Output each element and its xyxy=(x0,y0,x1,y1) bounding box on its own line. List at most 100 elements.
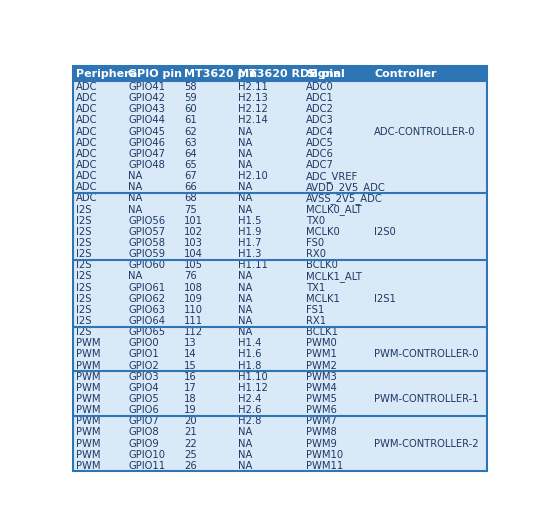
Text: GPIO7: GPIO7 xyxy=(128,417,159,426)
Text: BCLK1: BCLK1 xyxy=(306,327,338,337)
Text: NA: NA xyxy=(238,461,252,471)
Text: ADC: ADC xyxy=(76,182,98,193)
Text: TX1: TX1 xyxy=(306,282,325,293)
Text: ADC: ADC xyxy=(76,115,98,126)
Text: H2.14: H2.14 xyxy=(238,115,267,126)
Text: GPIO57: GPIO57 xyxy=(128,227,165,237)
Text: 103: 103 xyxy=(184,238,203,248)
Text: H1.6: H1.6 xyxy=(238,350,261,360)
Text: PWM: PWM xyxy=(76,461,101,471)
Text: ADC: ADC xyxy=(76,160,98,170)
Text: NA: NA xyxy=(238,450,252,460)
Text: NA: NA xyxy=(238,438,252,448)
Text: NA: NA xyxy=(128,171,142,181)
Text: 64: 64 xyxy=(184,149,197,159)
FancyBboxPatch shape xyxy=(73,81,487,471)
Text: NA: NA xyxy=(238,205,252,214)
Text: ADC: ADC xyxy=(76,149,98,159)
Text: PWM: PWM xyxy=(76,372,101,382)
Text: GPIO43: GPIO43 xyxy=(128,104,165,114)
Text: MCLK0: MCLK0 xyxy=(306,227,339,237)
Text: MCLK0_ALT: MCLK0_ALT xyxy=(306,204,362,215)
Text: 67: 67 xyxy=(184,171,197,181)
Text: I2S: I2S xyxy=(76,238,92,248)
Text: ADC7: ADC7 xyxy=(306,160,334,170)
Text: ADC1: ADC1 xyxy=(306,93,334,103)
Text: H1.7: H1.7 xyxy=(238,238,261,248)
Text: GPIO62: GPIO62 xyxy=(128,294,165,304)
Text: I2S: I2S xyxy=(76,260,92,270)
Text: 104: 104 xyxy=(184,249,203,259)
Text: PWM5: PWM5 xyxy=(306,394,337,404)
Text: RX1: RX1 xyxy=(306,316,326,326)
Text: NA: NA xyxy=(238,316,252,326)
Text: 15: 15 xyxy=(184,361,197,371)
Text: GPIO2: GPIO2 xyxy=(128,361,159,371)
Text: 101: 101 xyxy=(184,216,203,226)
Text: H1.9: H1.9 xyxy=(238,227,261,237)
Text: 76: 76 xyxy=(184,271,197,281)
Text: NA: NA xyxy=(238,138,252,148)
Text: PWM: PWM xyxy=(76,361,101,371)
Text: GPIO pin: GPIO pin xyxy=(128,69,182,79)
Text: 26: 26 xyxy=(184,461,197,471)
Text: H1.3: H1.3 xyxy=(238,249,261,259)
Text: 62: 62 xyxy=(184,127,197,137)
Text: H1.4: H1.4 xyxy=(238,338,261,348)
Text: 66: 66 xyxy=(184,182,197,193)
Text: I2S: I2S xyxy=(76,305,92,315)
Text: H2.13: H2.13 xyxy=(238,93,267,103)
Text: Signal: Signal xyxy=(306,69,345,79)
Text: ADC_VREF: ADC_VREF xyxy=(306,171,358,181)
Text: I2S: I2S xyxy=(76,282,92,293)
Text: PWM: PWM xyxy=(76,417,101,426)
Text: MCLK1_ALT: MCLK1_ALT xyxy=(306,271,362,282)
Text: FS0: FS0 xyxy=(306,238,324,248)
Text: NA: NA xyxy=(238,282,252,293)
Text: GPIO41: GPIO41 xyxy=(128,82,165,92)
Text: AVSS_2V5_ADC: AVSS_2V5_ADC xyxy=(306,193,383,204)
Text: GPIO61: GPIO61 xyxy=(128,282,165,293)
Text: H1.5: H1.5 xyxy=(238,216,261,226)
Text: 75: 75 xyxy=(184,205,197,214)
Text: BCLK0: BCLK0 xyxy=(306,260,338,270)
Text: ADC: ADC xyxy=(76,194,98,203)
Text: NA: NA xyxy=(128,205,142,214)
Text: H1.10: H1.10 xyxy=(238,372,267,382)
Text: PWM-CONTROLLER-1: PWM-CONTROLLER-1 xyxy=(374,394,479,404)
Text: ADC3: ADC3 xyxy=(306,115,333,126)
Text: H2.12: H2.12 xyxy=(238,104,268,114)
Text: NA: NA xyxy=(238,294,252,304)
Text: PWM1: PWM1 xyxy=(306,350,337,360)
Text: NA: NA xyxy=(238,271,252,281)
Text: PWM: PWM xyxy=(76,405,101,415)
Text: 20: 20 xyxy=(184,417,197,426)
Text: AVDD_2V5_ADC: AVDD_2V5_ADC xyxy=(306,182,386,193)
Text: NA: NA xyxy=(128,271,142,281)
Text: PWM4: PWM4 xyxy=(306,383,337,393)
Text: GPIO63: GPIO63 xyxy=(128,305,165,315)
Text: H2.8: H2.8 xyxy=(238,417,261,426)
Text: ADC: ADC xyxy=(76,93,98,103)
Text: 13: 13 xyxy=(184,338,197,348)
Text: H1.11: H1.11 xyxy=(238,260,268,270)
Text: PWM: PWM xyxy=(76,427,101,437)
Text: 58: 58 xyxy=(184,82,197,92)
Text: 110: 110 xyxy=(184,305,203,315)
Text: PWM: PWM xyxy=(76,338,101,348)
Text: 102: 102 xyxy=(184,227,203,237)
Text: 18: 18 xyxy=(184,394,197,404)
Text: 109: 109 xyxy=(184,294,203,304)
Text: H2.10: H2.10 xyxy=(238,171,267,181)
Text: GPIO8: GPIO8 xyxy=(128,427,159,437)
Text: NA: NA xyxy=(238,182,252,193)
Text: PWM3: PWM3 xyxy=(306,372,337,382)
Text: PWM-CONTROLLER-2: PWM-CONTROLLER-2 xyxy=(374,438,479,448)
Text: ADC: ADC xyxy=(76,104,98,114)
Text: ADC: ADC xyxy=(76,127,98,137)
Text: NA: NA xyxy=(238,427,252,437)
FancyBboxPatch shape xyxy=(73,66,487,81)
Text: NA: NA xyxy=(238,160,252,170)
Text: TX0: TX0 xyxy=(306,216,325,226)
Text: PWM7: PWM7 xyxy=(306,417,337,426)
